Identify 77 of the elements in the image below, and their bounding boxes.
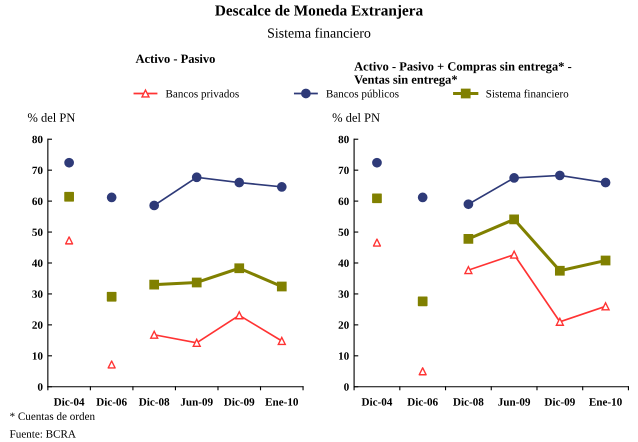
y-tick-label: 60: [32, 198, 43, 206]
point: [106, 292, 117, 302]
point: [149, 200, 160, 210]
text: * Cuentas de orden: [10, 412, 95, 420]
point: [64, 192, 74, 202]
y-tick-label: 0: [38, 383, 43, 391]
point: [64, 236, 74, 245]
point: [464, 234, 474, 244]
x-tick-label: Dic-06: [407, 398, 438, 406]
x-tick-label: Dic-08: [453, 398, 484, 406]
legend-label: Bancos públicos: [326, 90, 399, 100]
x-tick-label: Dic-09: [224, 398, 254, 406]
x-tick-label: Dic-04: [362, 398, 392, 406]
point: [418, 192, 428, 202]
x-tick-label: Ene-10: [265, 398, 298, 406]
point: [418, 367, 427, 376]
y-tick-label: 20: [338, 321, 349, 329]
y-tick-label: 20: [32, 321, 43, 329]
point: [234, 263, 244, 274]
x-tick-label: Jun-09: [180, 398, 213, 406]
y-tick-label: 10: [32, 352, 43, 360]
point: [600, 178, 610, 188]
point: [556, 318, 564, 326]
y-tick-label: 80: [338, 136, 349, 144]
y-tick-label: 0: [344, 383, 349, 391]
point: [235, 311, 244, 320]
x-tick-label: Dic-08: [138, 398, 170, 406]
point: [107, 360, 116, 369]
point: [278, 336, 286, 346]
y-tick-label: 40: [32, 259, 43, 267]
point: [149, 280, 160, 290]
point: [234, 178, 244, 188]
text: Descalce de Moneda Extranjera: [215, 4, 423, 19]
point: [192, 338, 201, 347]
y-tick-label: 80: [32, 136, 43, 144]
point: [192, 278, 202, 288]
point: [464, 266, 473, 274]
point: [372, 238, 382, 247]
y-axis-title: % del PN: [28, 113, 76, 122]
x-tick-label: Dic-06: [96, 398, 127, 406]
point: [509, 214, 519, 224]
chart-title: Activo - Pasivo: [136, 54, 215, 63]
point: [276, 182, 287, 192]
point: [106, 192, 117, 202]
chart-title: Activo - Pasivo + Compras sin entrega* - Ventas sin entrega*: [354, 62, 572, 86]
x-tick-label: Dic-09: [544, 398, 575, 406]
y-tick-label: 50: [32, 228, 43, 236]
x-tick-label: Dic-04: [54, 398, 84, 406]
point: [64, 158, 74, 168]
point: [276, 282, 287, 292]
point: [372, 193, 382, 204]
point: [509, 173, 519, 183]
y-tick-label: 30: [338, 290, 349, 298]
y-tick-label: 60: [338, 198, 349, 206]
x-tick-label: Ene-10: [589, 398, 622, 406]
legend-label: Bancos privados: [166, 90, 239, 100]
y-tick-label: 30: [32, 290, 43, 298]
x-tick-label: Jun-09: [498, 398, 530, 406]
point: [600, 256, 610, 266]
legend-label: Sistema financiero: [486, 90, 568, 98]
text: Sistema financiero: [268, 28, 370, 38]
y-tick-label: 70: [338, 166, 349, 174]
point: [418, 296, 428, 306]
y-tick-label: 40: [338, 259, 349, 267]
point: [554, 266, 565, 276]
point: [192, 172, 202, 182]
point: [464, 199, 474, 210]
point: [554, 170, 565, 180]
y-tick-label: 50: [338, 228, 349, 236]
y-tick-label: 10: [339, 352, 349, 360]
point: [601, 302, 610, 310]
y-tick-label: 70: [32, 166, 43, 174]
point: [150, 330, 158, 339]
point: [510, 250, 518, 259]
point: [372, 158, 382, 168]
y-axis-title: % del PN: [332, 113, 380, 122]
source-note: Fuente: BCRA: [10, 430, 76, 438]
